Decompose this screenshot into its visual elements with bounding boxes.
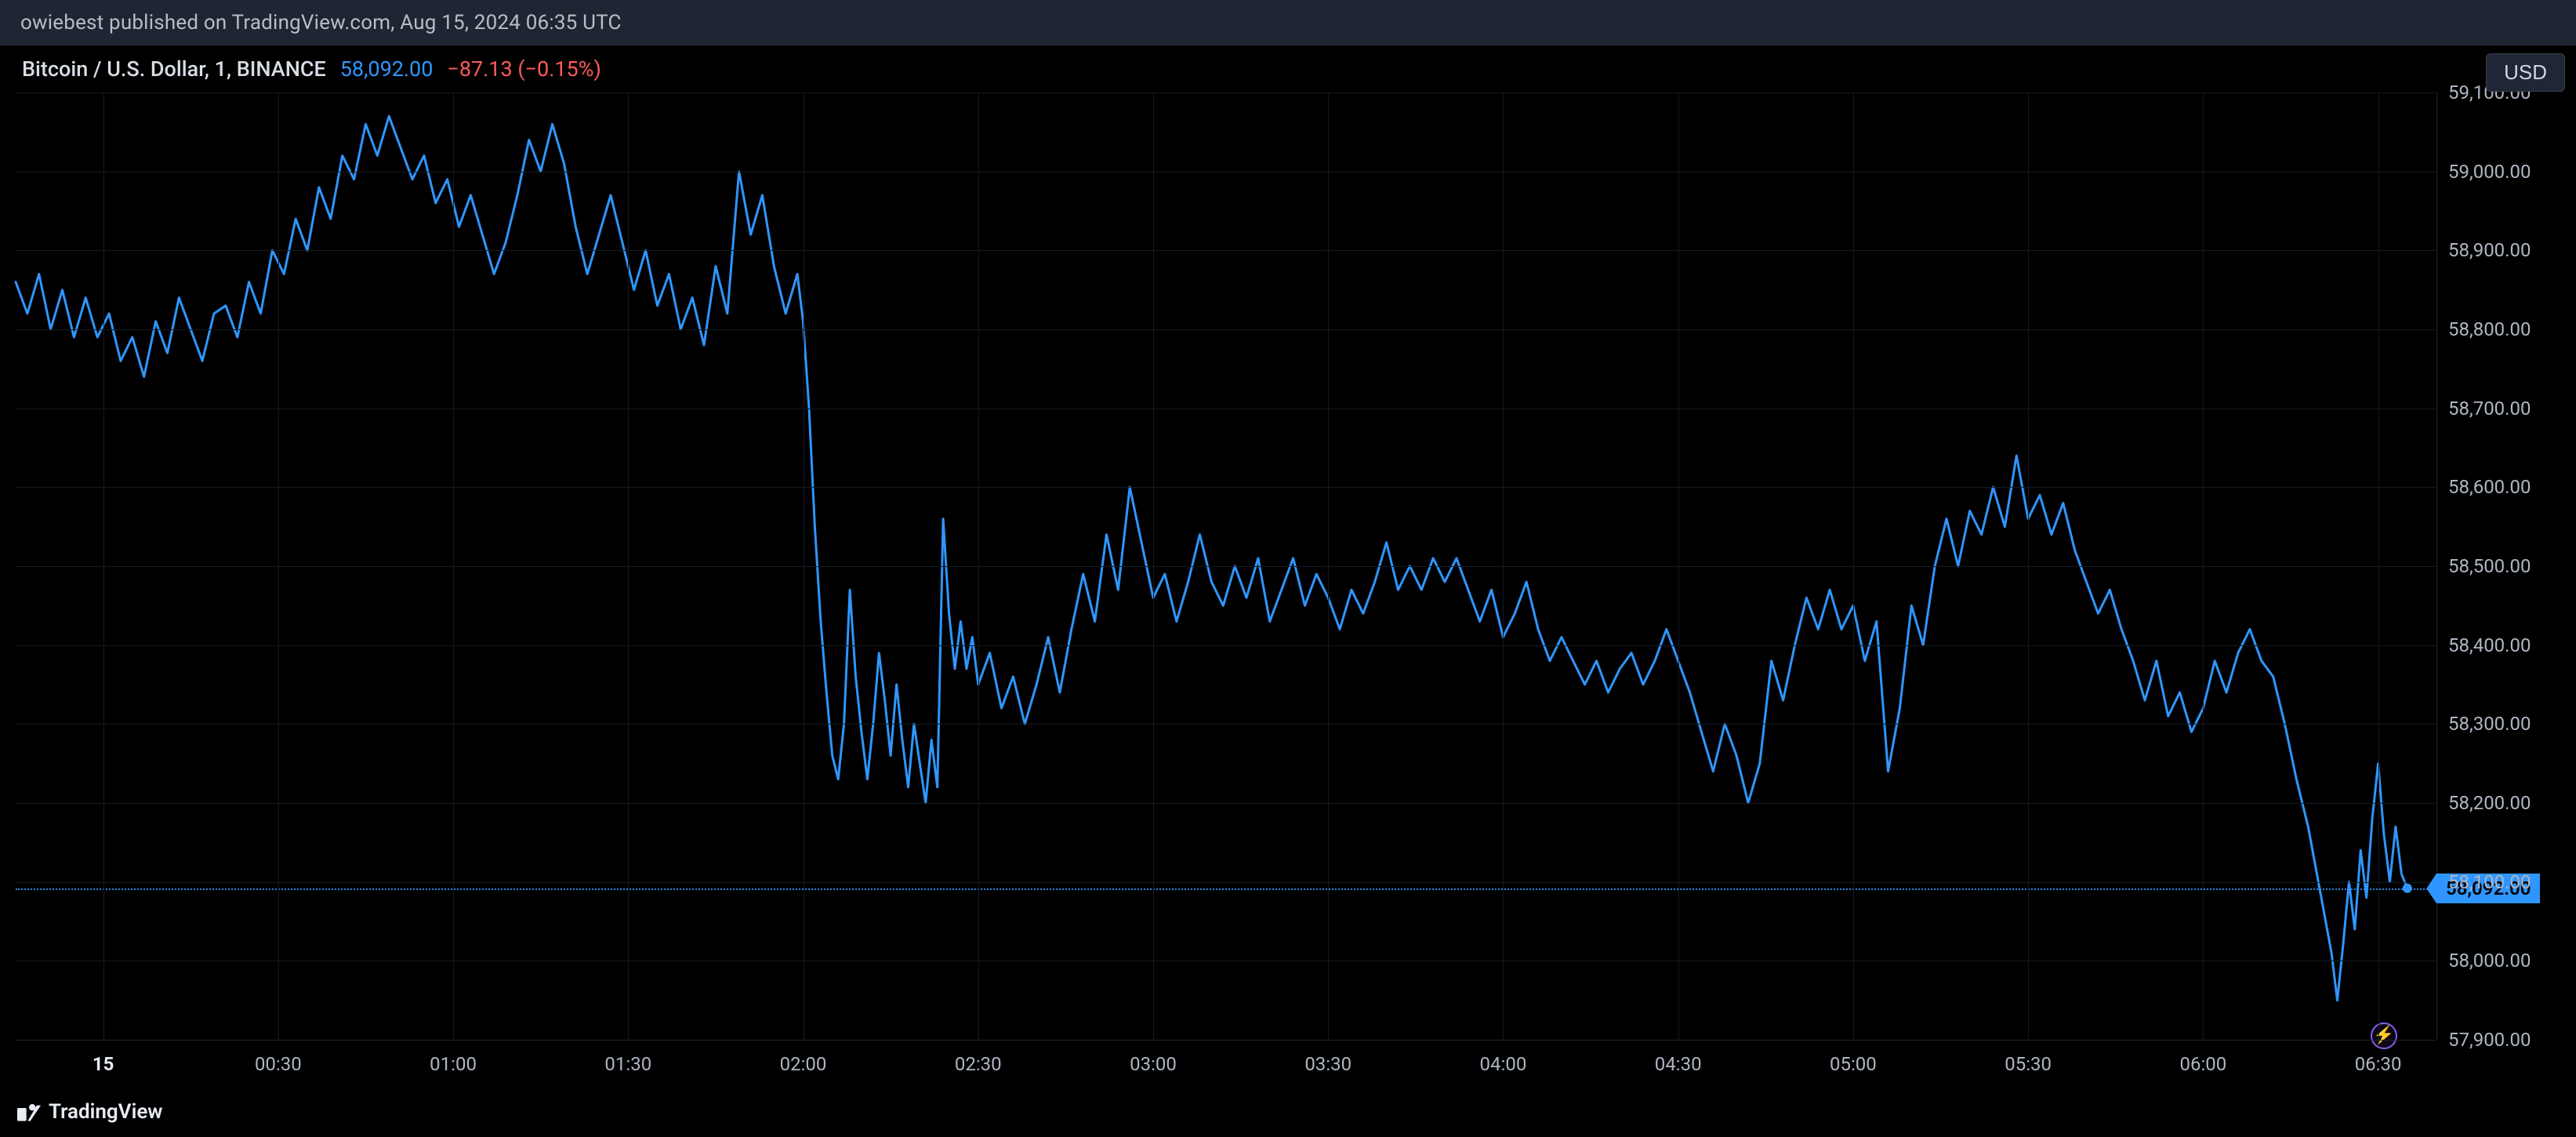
y-tick-label: 58,000.00 [2448,950,2531,972]
publish-text: owiebest published on TradingView.com, A… [20,11,622,35]
current-price-line [16,888,2436,890]
currency-button[interactable]: USD [2486,53,2565,92]
x-tick-label: 05:30 [2005,1053,2052,1075]
y-tick-label: 58,300.00 [2448,713,2531,735]
x-tick-label: 06:30 [2355,1053,2402,1075]
x-tick-label: 01:00 [430,1053,477,1075]
price-change: −87.13 (−0.15%) [447,56,600,82]
gridline-h [16,803,2436,804]
x-tick-label: 04:00 [1480,1053,1527,1075]
gridline-h [16,645,2436,646]
y-tick-label: 58,800.00 [2448,318,2531,340]
gridline-v [2203,93,2204,1040]
footer: TradingView [0,1087,2576,1137]
x-tick-label: 03:30 [1304,1053,1351,1075]
y-tick-label: 58,100.00 [2448,871,2531,893]
y-tick-label: 58,700.00 [2448,398,2531,420]
y-tick-label: 59,000.00 [2448,161,2531,183]
last-price: 58,092.00 [340,56,434,82]
x-tick-label: 04:30 [1655,1053,1702,1075]
gridline-v [978,93,979,1040]
x-tick-label: 03:00 [1130,1053,1177,1075]
price-axis[interactable]: 58,092.00 59,100.0059,000.0058,900.0058,… [2436,93,2576,1040]
chart-area: Bitcoin / U.S. Dollar, 1, BINANCE 58,092… [0,45,2576,1087]
gridline-h [16,724,2436,725]
tradingview-logo: TradingView [17,1100,163,1124]
plot-wrap: ⚡ 58,092.00 59,100.0059,000.0058,900.005… [16,93,2576,1040]
gridline-h [16,882,2436,883]
gridline-h [16,566,2436,567]
gridline-v [2028,93,2029,1040]
time-axis[interactable]: 15 00:30 01:00 01:30 02:00 02:30 03:00 03:30 04:… [16,1040,2436,1087]
gridline-h [16,250,2436,251]
x-tick-label: 00:30 [255,1053,302,1075]
gridline-v [1503,93,1504,1040]
gridline-h [16,329,2436,330]
y-tick-label: 58,400.00 [2448,634,2531,656]
y-tick-label: 58,600.00 [2448,476,2531,498]
x-tick-label: 05:00 [1830,1053,1877,1075]
publish-banner: owiebest published on TradingView.com, A… [0,0,2576,45]
y-tick-label: 57,900.00 [2448,1029,2531,1051]
gridline-v [453,93,454,1040]
plot-pane[interactable]: ⚡ [16,93,2436,1040]
gridline-v [278,93,279,1040]
y-tick-label: 58,500.00 [2448,555,2531,577]
gridline-v [1678,93,1679,1040]
gridline-v [103,93,104,1040]
gridline-v [2378,93,2379,1040]
tradingview-icon [17,1100,41,1124]
symbol-description: Bitcoin / U.S. Dollar, 1, BINANCE [22,56,326,82]
symbol-info-row: Bitcoin / U.S. Dollar, 1, BINANCE 58,092… [22,56,601,82]
gridline-v [1853,93,1854,1040]
x-tick-label: 15 [93,1053,114,1075]
gridline-v [628,93,629,1040]
gridline-v [1153,93,1154,1040]
y-tick-label: 58,900.00 [2448,239,2531,261]
gridline-h [16,172,2436,173]
x-tick-label: 02:30 [955,1053,1002,1075]
gridline-h [16,487,2436,488]
y-tick-label: 58,200.00 [2448,792,2531,814]
price-series-path [16,116,2407,1001]
x-tick-label: 02:00 [780,1053,827,1075]
x-tick-label: 06:00 [2179,1053,2226,1075]
gridline-v [1328,93,1329,1040]
x-tick-label: 01:30 [604,1053,651,1075]
